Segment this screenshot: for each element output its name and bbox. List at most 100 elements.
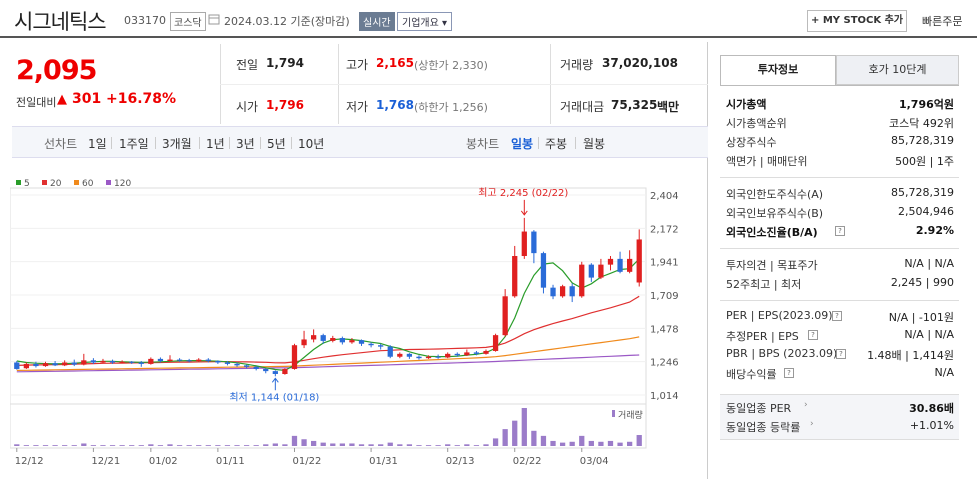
period-1w[interactable]: 1주일 [119,137,149,151]
tab-invest-info[interactable]: 투자정보 [720,55,836,85]
period-3y[interactable]: 3년 [236,137,255,151]
volume-bar [569,441,575,446]
candle-body [186,360,192,362]
info-row: 외국인소진율(B/A)? 2.92% [726,224,954,242]
info-value: 1,796억원 [898,98,954,111]
peer-rate-row[interactable]: 동일업종 등락률 › +1.01% [726,419,954,437]
period-10y[interactable]: 10년 [298,137,325,151]
candle-body [157,358,164,362]
period-3m[interactable]: 3개월 [162,137,192,151]
open-label: 시가 [236,100,259,114]
y-tick-label: 1,014 [650,391,679,402]
candle-body [62,362,68,366]
quick-order-link[interactable]: 빠른주문 [922,15,963,28]
volume-label: 거래량 [560,58,594,72]
candle-body [42,363,49,367]
stock-code: 033170 [124,14,166,27]
volume-bar [483,444,489,446]
volume-bar [186,445,192,446]
chevron-right-icon: › [804,400,808,410]
price-chart[interactable]: 2,404 2,172 1,941 1,709 1,478 1,246 1,014 5 20 60… [10,170,708,479]
upper-limit: (상한가 2,330) [414,59,488,72]
volume-bar [358,444,365,446]
info-value: N/A | -101원 [888,311,954,324]
volume-bar [464,444,470,446]
candle-body [512,256,518,297]
high-arrow [520,199,528,216]
realtime-button[interactable]: 실시간 [359,12,395,31]
volume-bar [23,445,29,446]
candle-body [550,287,556,297]
candle-body [607,258,614,265]
info-key: 동일업종 PER [726,402,792,415]
candle-body [368,343,374,346]
volume-bar [215,445,221,446]
y-tick-label: 1,478 [650,324,679,335]
info-key: 외국인소진율(B/A) [726,226,818,239]
help-icon[interactable]: ? [832,311,842,321]
info-row: 액면가 | 매매단위 500원 | 1주 [726,153,954,171]
info-key: 시가총액 [726,98,767,111]
candle-body [617,258,623,272]
help-icon[interactable]: ? [836,349,846,359]
info-key: 외국인한도주식수(A) [726,188,824,201]
period-1d[interactable]: 1일 [88,137,107,151]
candle-weekly[interactable]: 주봉 [545,137,568,151]
info-key: 시가총액순위 [726,117,787,130]
divider [720,248,959,249]
candle-body [435,356,441,358]
volume-bar [636,435,642,446]
candle-body [464,352,470,356]
candle-body [406,353,413,357]
help-icon[interactable]: ? [784,368,794,378]
volume-bar [138,445,144,446]
info-value: 2,245 | 990 [890,276,954,289]
company-overview-button[interactable]: 기업개요 ▾ [397,12,453,31]
my-stock-add-button[interactable]: + MY STOCK 추가 [807,10,907,32]
candle-body [234,363,240,366]
period-5y[interactable]: 5년 [267,137,286,151]
volume-bar [119,445,125,446]
volume-bar [301,439,307,446]
line-chart-label: 선차트 [44,137,78,151]
candle-body [492,335,499,351]
candle-body [579,264,585,297]
candle-monthly[interactable]: 월봉 [583,137,606,151]
volume-bar [224,445,231,446]
volume-bar [492,438,499,446]
volume-bar [559,442,566,446]
candle-body [387,346,393,357]
volume-bar [90,445,97,446]
candle-body [272,371,278,374]
candle-chart-label: 봉차트 [466,137,500,151]
tab-hoga-10[interactable]: 호가 10단계 [836,55,959,85]
volume-bar [406,444,413,446]
header-bar [0,0,977,38]
legend-label: 120 [114,179,131,189]
volume-bar [71,445,77,446]
period-1y[interactable]: 1년 [206,137,225,151]
info-value: 2,504,946 [898,205,954,218]
info-row: 외국인보유주식수(B) 2,504,946 [726,205,954,223]
x-tick-label: 01/02 [149,456,178,467]
peer-per-row[interactable]: 동일업종 PER › 30.86배 [726,400,954,418]
help-icon[interactable]: ? [808,330,818,340]
ma5-line [16,258,640,372]
candle-body [205,359,211,362]
volume-bar [550,440,556,446]
candle-body [81,360,87,365]
info-value: 30.86배 [909,402,954,415]
x-tick-label: 02/13 [446,456,475,467]
candle-body [502,296,508,336]
info-row: PER | EPS(2023.09)? N/A | -101원 [726,309,954,327]
info-key: PBR | BPS (2023.09) [726,347,838,360]
divider [575,137,576,149]
candle-body [33,363,39,367]
volume-bar [349,443,355,446]
candle-body [627,258,633,272]
help-icon[interactable]: ? [835,226,845,236]
volume-bar [100,445,106,446]
candle-daily[interactable]: 일봉 [511,137,534,151]
open-value: 1,796 [266,98,304,112]
info-row: 외국인한도주식수(A) 85,728,319 [726,186,954,204]
